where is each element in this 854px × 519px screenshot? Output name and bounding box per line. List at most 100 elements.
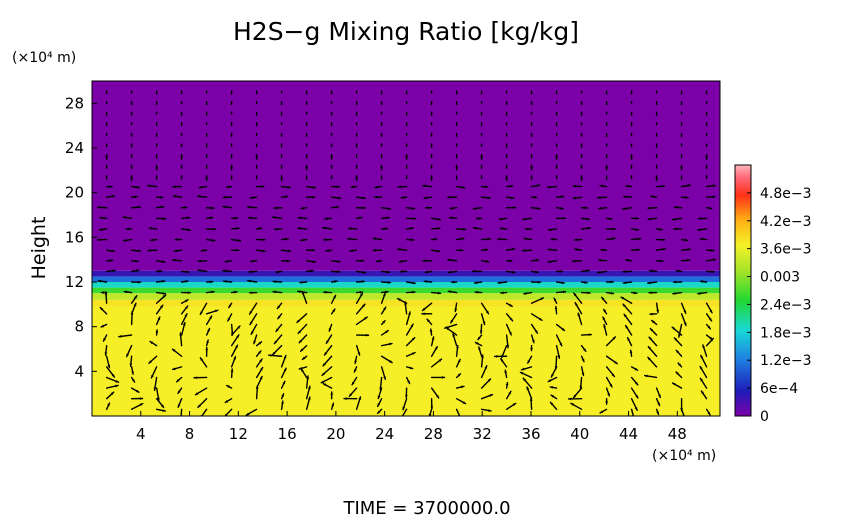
wind-vector-350 xyxy=(380,306,387,315)
wind-vector-629 xyxy=(602,308,608,315)
wind-vector-125 xyxy=(197,397,208,409)
wind-vector-527 xyxy=(529,397,533,410)
wind-vector-206 xyxy=(249,196,258,200)
wind-vector-218 xyxy=(280,393,285,400)
wind-vector-457 xyxy=(455,164,459,171)
wind-vector-362 xyxy=(374,185,383,189)
wind-vector-298 xyxy=(330,205,340,209)
wind-vector-667 xyxy=(630,237,642,241)
wind-vector-598 xyxy=(574,301,583,315)
wind-vector-499 xyxy=(504,369,508,379)
wind-vector-505 xyxy=(505,313,514,322)
wind-vector-638 xyxy=(605,217,613,221)
x-axis-unit: (×10⁴ m) xyxy=(652,448,716,464)
wind-vector-602 xyxy=(580,269,591,273)
wind-vector-24 xyxy=(105,153,109,160)
wind-vector-40 xyxy=(130,302,137,315)
plot-frame xyxy=(91,80,721,417)
wind-vector-751 xyxy=(705,334,714,341)
wind-vector-590 xyxy=(567,397,583,401)
wind-vector-382 xyxy=(396,297,408,304)
wind-vector-536 xyxy=(530,313,543,322)
wind-vector-352 xyxy=(380,290,389,294)
wind-vector-202 xyxy=(255,238,266,242)
wind-vector-21 xyxy=(105,185,113,189)
wind-vector-320 xyxy=(355,292,364,304)
wind-vector-768 xyxy=(705,153,709,160)
wind-vector-36 xyxy=(129,355,133,368)
wind-vector-256 xyxy=(297,323,308,335)
wind-vector-636 xyxy=(605,237,616,241)
wind-vector-203 xyxy=(255,227,263,230)
wind-vector-155 xyxy=(224,408,233,416)
wind-vector-621 xyxy=(605,397,609,405)
wind-vector-227 xyxy=(276,302,283,310)
wind-vector-626 xyxy=(605,336,617,347)
wind-vector-442 xyxy=(444,323,458,329)
wind-vector-field xyxy=(96,90,717,416)
wind-vector-10 xyxy=(104,291,108,304)
wind-vector-73 xyxy=(155,291,167,295)
wind-vector-610 xyxy=(572,184,583,188)
wind-vector-140 xyxy=(205,238,216,242)
wind-vector-130 xyxy=(205,339,209,347)
wind-vector-199 xyxy=(248,270,258,274)
wind-vector-421 xyxy=(430,217,441,221)
wind-vector-606 xyxy=(580,226,592,230)
wind-vector-725 xyxy=(672,280,683,284)
wind-vector-479 xyxy=(480,260,490,263)
wind-vector-565 xyxy=(555,334,563,347)
wind-vector-313 xyxy=(351,376,358,386)
x-tick-label-10: 44 xyxy=(619,425,638,443)
wind-vector-312 xyxy=(348,387,358,398)
wind-vector-443 xyxy=(449,313,458,324)
wind-vector-364 xyxy=(380,164,384,171)
wind-vector-579 xyxy=(546,185,558,189)
wind-vector-76 xyxy=(155,260,166,264)
wind-vector-376 xyxy=(405,366,414,370)
wind-vector-510 xyxy=(505,259,513,263)
wind-vector-577 xyxy=(555,206,564,210)
wind-vector-440 xyxy=(452,333,458,347)
wind-vector-406 xyxy=(430,376,446,379)
wind-vector-49 xyxy=(122,216,133,220)
wind-vector-358 xyxy=(380,227,389,231)
wind-vector-303 xyxy=(330,153,334,160)
wind-vector-353 xyxy=(380,280,392,284)
wind-vector-323 xyxy=(355,270,367,274)
wind-vector-760 xyxy=(699,237,708,241)
wind-vector-201 xyxy=(255,249,266,253)
wind-vector-733 xyxy=(680,196,689,199)
wind-vector-78 xyxy=(149,238,158,242)
wind-vector-65 xyxy=(153,376,158,391)
wind-vector-518 xyxy=(505,175,509,182)
wind-vector-691 xyxy=(649,312,658,316)
wind-vector-627 xyxy=(603,323,608,336)
wind-vector-348 xyxy=(380,329,389,336)
wind-vector-219 xyxy=(280,380,286,389)
x-tick-label-3: 16 xyxy=(278,425,297,443)
wind-vector-591 xyxy=(572,387,583,399)
wind-vector-252 xyxy=(298,366,308,370)
wind-vector-485 xyxy=(480,196,492,200)
wind-vector-79 xyxy=(148,226,158,230)
wind-vector-289 xyxy=(330,294,337,304)
wind-vector-139 xyxy=(200,249,208,252)
wind-vector-688 xyxy=(648,336,658,347)
wind-vector-452 xyxy=(448,216,458,220)
wind-vector-669 xyxy=(630,217,640,220)
wind-vector-418 xyxy=(430,249,441,253)
wind-vector-392 xyxy=(400,196,408,199)
wind-vector-546 xyxy=(530,206,541,210)
wind-vector-764 xyxy=(705,195,716,199)
wind-vector-451 xyxy=(455,227,467,231)
wind-vector-50 xyxy=(130,205,141,209)
wind-vector-70 xyxy=(155,316,161,326)
wind-vector-654 xyxy=(630,376,639,386)
wind-vector-170 xyxy=(230,248,240,252)
wind-vector-77 xyxy=(147,248,158,252)
wind-vector-196 xyxy=(248,302,258,315)
wind-vector-283 xyxy=(321,366,333,377)
wind-vector-19 xyxy=(97,205,108,209)
